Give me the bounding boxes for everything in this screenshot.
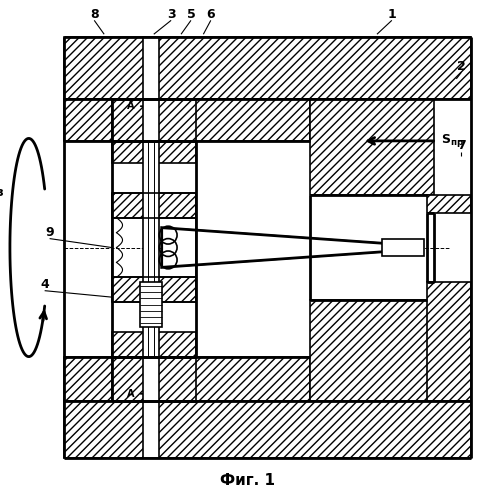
Text: 3: 3	[167, 8, 176, 21]
Text: 7: 7	[457, 140, 466, 152]
Polygon shape	[310, 98, 434, 196]
Polygon shape	[64, 402, 471, 458]
Text: Vз: Vз	[0, 186, 5, 200]
Polygon shape	[112, 356, 196, 402]
Text: 2: 2	[457, 60, 466, 73]
Polygon shape	[112, 193, 196, 218]
Polygon shape	[310, 300, 434, 402]
Polygon shape	[64, 98, 310, 141]
Text: 4: 4	[40, 278, 49, 291]
Text: 9: 9	[45, 226, 54, 239]
Polygon shape	[162, 228, 387, 268]
Polygon shape	[112, 98, 196, 141]
Text: A: A	[126, 101, 134, 111]
Text: A: A	[126, 389, 134, 399]
Polygon shape	[64, 356, 310, 402]
Polygon shape	[112, 141, 196, 163]
Polygon shape	[112, 278, 196, 302]
Bar	[143, 36, 159, 459]
Polygon shape	[64, 36, 471, 98]
Polygon shape	[112, 332, 196, 356]
Text: Фиг. 1: Фиг. 1	[221, 473, 275, 488]
Bar	[140, 282, 162, 327]
Text: 6: 6	[206, 8, 215, 21]
Polygon shape	[427, 282, 471, 402]
Bar	[387, 242, 407, 253]
Polygon shape	[162, 228, 387, 268]
Text: 5: 5	[186, 8, 195, 21]
Bar	[382, 238, 424, 256]
Polygon shape	[427, 196, 471, 213]
Text: 1: 1	[387, 8, 396, 21]
Bar	[143, 141, 159, 356]
Text: 8: 8	[90, 8, 99, 21]
Text: S$_{\mathregular{пр}}$: S$_{\mathregular{пр}}$	[441, 132, 464, 150]
